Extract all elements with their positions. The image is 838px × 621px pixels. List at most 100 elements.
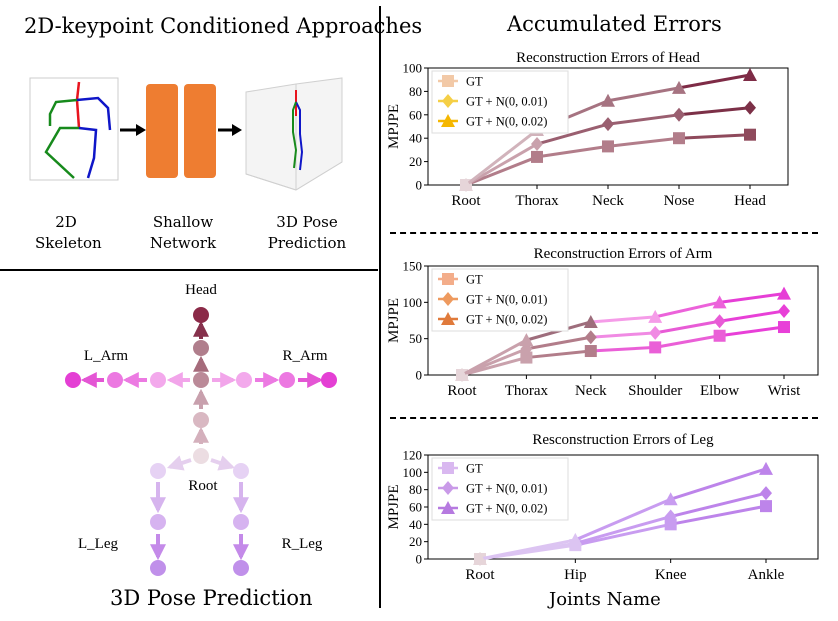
label-l-leg: L_Leg: [78, 536, 118, 552]
legend-marker: [441, 501, 455, 514]
chart-title: Reconstruction Errors of Arm: [534, 246, 713, 262]
series-line-segment: [574, 515, 672, 545]
legend-label: GT + N(0, 0.02): [466, 115, 547, 129]
y-tick-label: 60: [409, 107, 422, 122]
x-tick-label: Hip: [564, 567, 587, 583]
dashed-divider-1: [390, 232, 818, 234]
node-r-shoulder: [236, 372, 252, 388]
series-line-segment: [678, 133, 751, 140]
series-line-segment: [574, 497, 672, 542]
series-line-segment: [526, 335, 592, 351]
legend-label: GT + N(0, 0.02): [466, 313, 547, 327]
x-tick-label: Shoulder: [628, 383, 682, 399]
error-charts: Reconstruction Errors of Head 0 20 40 60 80 10…: [386, 50, 819, 583]
legend: GT GT + N(0, 0.01) GT + N(0, 0.02): [431, 70, 569, 134]
series-line-segment: [465, 128, 538, 187]
node-root: [193, 448, 209, 464]
legend-label: GT + N(0, 0.01): [466, 482, 547, 496]
y-tick-label: 0: [416, 368, 423, 383]
pipeline-arrow-2: [218, 124, 242, 136]
y-tick-label: 150: [403, 259, 423, 274]
data-point: [602, 140, 614, 153]
series-line-segment: [678, 73, 751, 90]
data-point: [713, 314, 726, 329]
data-point: [520, 351, 533, 364]
legend-marker: [442, 94, 454, 108]
series-line-segment: [590, 331, 656, 339]
series-diamond: [456, 304, 790, 382]
node-r-wrist: [321, 372, 337, 388]
y-tick-label: 50: [409, 331, 422, 346]
node-neck: [193, 372, 209, 388]
series-line-segment: [654, 334, 720, 349]
series-line-segment: [607, 113, 680, 126]
y-tick-label: 60: [409, 500, 422, 515]
data-point: [602, 117, 614, 132]
series-line-segment: [670, 504, 767, 526]
y-tick-label: 80: [409, 84, 422, 99]
y-axis-label: MPJPE: [386, 104, 402, 149]
data-point: [713, 329, 726, 342]
data-point: [672, 80, 686, 94]
data-point: [712, 295, 727, 309]
data-point: [601, 93, 615, 107]
node-r-elbow: [279, 372, 295, 388]
series-diamond: [460, 100, 756, 192]
series-line-segment: [590, 315, 656, 324]
stage-label-network-line1: Shallow: [152, 213, 214, 231]
chart-title: Resconstruction Errors of Leg: [532, 432, 714, 448]
stage-label-network-line2: Network: [149, 234, 217, 252]
data-point: [584, 345, 597, 358]
legend-label: GT: [466, 75, 483, 89]
y-axis-label: MPJPE: [386, 484, 402, 529]
series-line-segment: [719, 309, 785, 323]
legend-label: GT: [466, 462, 483, 476]
series-line-segment: [590, 345, 656, 353]
node-l-hip: [150, 463, 166, 479]
node-nose: [193, 340, 209, 356]
legend: GT GT + N(0, 0.01) GT + N(0, 0.02): [431, 268, 569, 332]
data-point: [760, 486, 772, 501]
node-l-knee: [150, 514, 166, 530]
legend-marker: [441, 114, 455, 127]
x-tick-label: Head: [734, 193, 766, 209]
data-point: [459, 178, 473, 191]
y-tick-label: 0: [416, 178, 423, 193]
y-axis-label: MPJPE: [386, 298, 402, 343]
data-point: [663, 492, 678, 506]
chart-2: Reconstruction Errors of Arm 0 50 100 150 MPJ…: [386, 246, 819, 399]
x-tick-label: Neck: [575, 383, 607, 399]
series-square: [460, 128, 756, 191]
y-tick-label: 40: [409, 517, 422, 532]
pipeline-arrow-1: [120, 124, 146, 136]
node-thorax: [193, 412, 209, 428]
horizontal-divider: [0, 269, 378, 271]
y-tick-label: 0: [416, 552, 423, 567]
series-square: [456, 321, 790, 381]
x-tick-label: Neck: [592, 193, 624, 209]
node-l-shoulder: [150, 372, 166, 388]
data-point: [519, 333, 534, 347]
x-tick-label: Root: [451, 193, 481, 209]
series-line-segment: [670, 467, 767, 501]
series-line-segment: [719, 325, 785, 338]
x-tick-label: Root: [447, 383, 477, 399]
data-point: [777, 286, 791, 300]
x-tick-label: Root: [465, 567, 495, 583]
y-tick-label: 40: [409, 131, 422, 146]
legend-marker: [442, 481, 454, 495]
series-line-segment: [654, 300, 720, 319]
y-tick-label: 20: [409, 534, 422, 549]
data-point: [744, 100, 756, 115]
node-r-ankle: [233, 560, 249, 576]
network-block-1: [146, 84, 178, 178]
series-line-segment: [607, 136, 680, 148]
x-tick-label: Thorax: [505, 383, 549, 399]
node-r-knee: [233, 514, 249, 530]
data-point: [473, 552, 487, 565]
stage-label-prediction-line2: Prediction: [267, 234, 347, 252]
y-tick-label: 120: [403, 448, 423, 463]
legend-label: GT: [466, 273, 483, 287]
series-line-segment: [719, 292, 785, 304]
x-tick-label: Thorax: [515, 193, 559, 209]
